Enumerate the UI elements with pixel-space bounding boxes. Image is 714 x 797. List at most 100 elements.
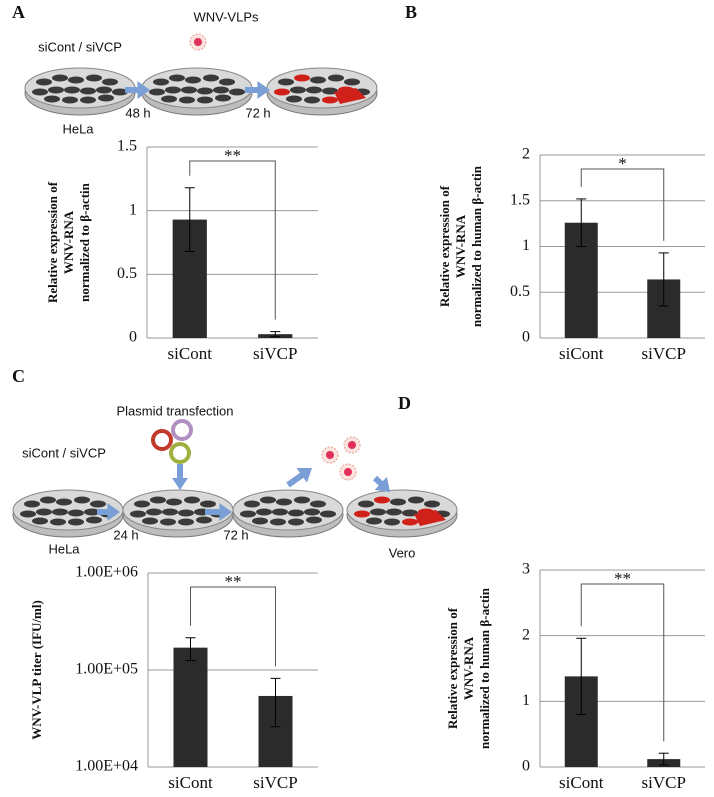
cell [48, 86, 64, 94]
panel-label: D [398, 393, 411, 413]
y-tick-label: 1 [522, 237, 530, 254]
y-tick-label: 0.5 [117, 265, 137, 282]
cell [40, 496, 56, 504]
cell [252, 517, 268, 525]
cell [244, 500, 260, 508]
cell [52, 74, 68, 82]
cell [153, 78, 169, 86]
cell [32, 88, 48, 96]
cell [374, 496, 390, 504]
cell [68, 509, 84, 517]
error-bar [185, 637, 196, 662]
significance-bracket [580, 583, 665, 742]
arrow-head [257, 81, 270, 99]
y-tick-label: 0 [522, 329, 530, 346]
x-tick-label: siCont [168, 773, 213, 792]
x-tick-label: siCont [559, 344, 604, 363]
cell [240, 510, 256, 518]
cell [384, 518, 400, 526]
cell [320, 510, 336, 518]
cell [146, 508, 162, 516]
cell [306, 516, 322, 524]
infected-area [334, 88, 366, 104]
x-tick-label: siVCP [642, 773, 686, 792]
cell [219, 78, 235, 86]
error-bar [270, 331, 281, 338]
y-tick-label: 1.00E+06 [75, 564, 138, 581]
cell [370, 508, 386, 516]
schematic-text: Plasmid transfection [116, 403, 233, 418]
arrow-head [374, 476, 390, 492]
cell [272, 508, 288, 516]
y-tick-label: 1.5 [510, 191, 530, 208]
bar [173, 647, 208, 767]
y-tick-label: 1.5 [117, 138, 137, 155]
schematic-text: HeLa [62, 121, 94, 136]
x-tick-label: siVCP [253, 773, 297, 792]
cell [290, 86, 306, 94]
cell [229, 88, 245, 96]
cell [354, 510, 370, 518]
cell [294, 496, 310, 504]
cell [306, 86, 322, 94]
error-bar [576, 637, 587, 715]
schematic-text: WNV-VLPs [193, 9, 259, 24]
cell [86, 516, 102, 524]
cell [386, 508, 402, 516]
cell [181, 86, 197, 94]
y-tick-label: 1.00E+04 [75, 758, 138, 775]
significance-bracket [580, 168, 665, 241]
y-axis-label: WNV-VLP titer (IFU/ml) [29, 600, 44, 740]
dish [141, 67, 253, 109]
plasmid [171, 419, 193, 441]
vlp-core [194, 38, 202, 46]
cell [36, 78, 52, 86]
arrow-head [296, 467, 312, 483]
x-tick-label: siVCP [253, 344, 297, 363]
cell [90, 500, 106, 508]
cell [366, 517, 382, 525]
arrow-head [219, 503, 232, 521]
cell [36, 508, 52, 516]
cell [322, 87, 338, 95]
significance-bracket [189, 160, 276, 320]
cell [68, 518, 84, 526]
arrow-head [137, 81, 150, 99]
schematic-text: 72 h [245, 105, 270, 120]
y-axis-label: Relative expression of [45, 181, 60, 303]
cell [288, 518, 304, 526]
significance-label: ** [614, 569, 631, 588]
cell [197, 87, 213, 95]
y-axis-label: WNV-RNA [461, 636, 476, 700]
cell [310, 76, 326, 84]
cell [130, 510, 146, 518]
cell [178, 509, 194, 517]
cell [390, 498, 406, 506]
error-bar [270, 677, 281, 728]
cell [184, 496, 200, 504]
significance-label: * [618, 154, 627, 173]
cell [24, 500, 40, 508]
vlp-core [344, 468, 352, 476]
cell [185, 76, 201, 84]
cell [161, 95, 177, 103]
y-tick-label: 1.00E+05 [75, 661, 138, 678]
cell [294, 74, 310, 82]
y-tick-label: 1 [522, 692, 530, 709]
schematic-text: Vero [389, 545, 416, 560]
error-bar [184, 187, 195, 252]
cell [50, 518, 66, 526]
cell [149, 88, 165, 96]
x-tick-label: siCont [559, 773, 604, 792]
cell [56, 498, 72, 506]
cell [178, 518, 194, 526]
schematic-text: 24 h [113, 527, 138, 542]
x-tick-label: siCont [168, 344, 213, 363]
cell [276, 498, 292, 506]
cell [179, 96, 195, 104]
cell [86, 74, 102, 82]
y-tick-label: 2 [522, 626, 530, 643]
error-bar [576, 198, 587, 247]
y-axis-label: normalized to human β-actin [469, 165, 484, 327]
y-tick-label: 1 [129, 201, 137, 218]
